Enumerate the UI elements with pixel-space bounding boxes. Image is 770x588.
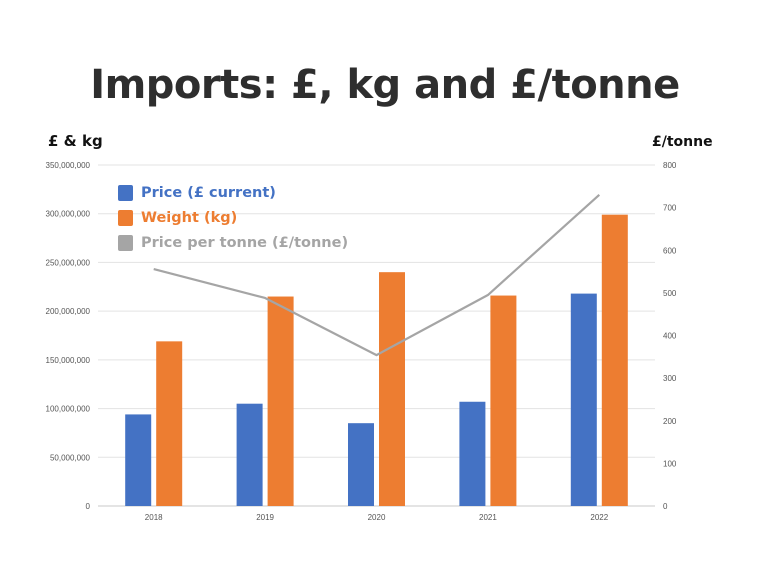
tick-labels: 0 50,000,000 100,000,000 150,000,000 200,000… — [46, 161, 677, 522]
legend-swatch-weight — [118, 209, 133, 226]
legend-item-weight: Weight (kg) — [118, 205, 348, 230]
x-tick-label: 2022 — [590, 513, 608, 522]
y-right-tick-label: 300 — [663, 374, 677, 383]
y-left-tick-label: 50,000,000 — [50, 453, 91, 462]
y-right-tick-label: 0 — [663, 502, 668, 511]
gridlines — [98, 164, 655, 507]
legend: Price (£ current) Weight (kg) Price per … — [118, 180, 348, 255]
bar-weight — [156, 341, 183, 506]
legend-label-price: Price (£ current) — [141, 184, 276, 201]
bar-price — [236, 403, 263, 506]
y-right-tick-label: 400 — [663, 332, 677, 341]
y-right-tick-label: 100 — [663, 459, 677, 468]
bar-weight — [601, 214, 628, 506]
y-right-tick-label: 700 — [663, 204, 677, 213]
legend-item-price: Price (£ current) — [118, 180, 348, 205]
y-left-tick-label: 100,000,000 — [46, 405, 91, 414]
left-axis-title: £ & kg — [48, 132, 103, 150]
bar-price — [459, 401, 486, 506]
legend-item-price-per-tonne: Price per tonne (£/tonne) — [118, 230, 348, 255]
bar-price — [348, 423, 374, 506]
x-tick-label: 2018 — [145, 513, 163, 522]
right-axis-title: £/tonne — [652, 134, 713, 150]
y-left-tick-label: 300,000,000 — [46, 210, 91, 219]
legend-swatch-price — [118, 184, 133, 201]
y-left-tick-label: 150,000,000 — [46, 356, 91, 365]
legend-label-price-per-tonne: Price per tonne (£/tonne) — [141, 234, 349, 251]
x-tick-label: 2020 — [368, 513, 386, 522]
bar-weight — [267, 296, 294, 506]
y-right-tick-label: 800 — [663, 161, 677, 170]
y-right-tick-label: 600 — [663, 246, 677, 255]
legend-label-weight: Weight (kg) — [141, 209, 238, 226]
price-per-tonne-line — [153, 194, 601, 357]
y-left-tick-label: 200,000,000 — [46, 307, 91, 316]
bar-weight — [490, 295, 517, 506]
x-tick-label: 2021 — [479, 513, 497, 522]
y-left-tick-label: 0 — [86, 502, 91, 511]
slide-title: Imports: £, kg and £/tonne — [90, 62, 680, 108]
x-tick-label: 2019 — [256, 513, 274, 522]
bar-weight — [379, 272, 405, 506]
bars — [125, 214, 628, 506]
bar-price — [570, 293, 597, 506]
y-right-tick-label: 200 — [663, 417, 677, 426]
y-left-tick-label: 350,000,000 — [46, 161, 91, 170]
legend-swatch-price-per-tonne — [118, 234, 133, 251]
y-right-tick-label: 500 — [663, 289, 677, 298]
y-left-tick-label: 250,000,000 — [46, 258, 91, 267]
bar-price — [125, 414, 152, 506]
